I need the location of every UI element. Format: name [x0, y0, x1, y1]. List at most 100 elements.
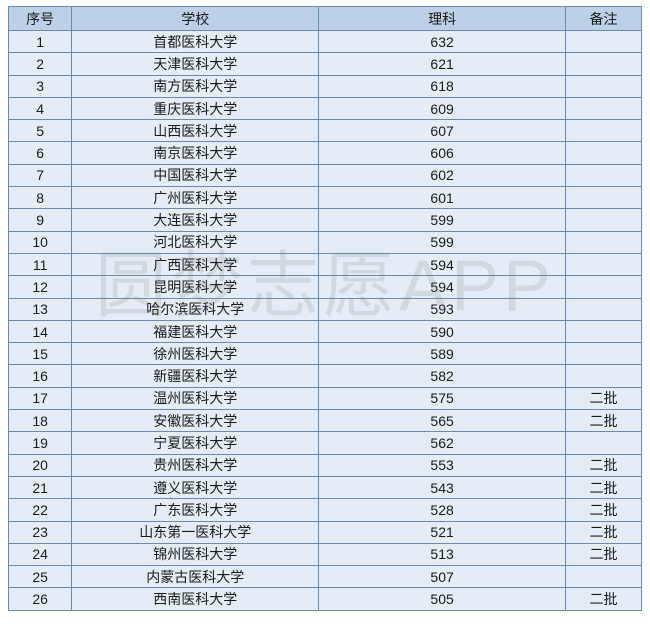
table-row: 25内蒙古医科大学507: [9, 566, 642, 588]
cell-score: 599: [319, 231, 566, 253]
cell-score: 528: [319, 499, 566, 521]
table-row: 1首都医科大学632: [9, 31, 642, 53]
cell-idx: 13: [9, 298, 72, 320]
cell-note: 二批: [566, 387, 642, 409]
cell-note: [566, 120, 642, 142]
cell-note: [566, 187, 642, 209]
cell-score: 553: [319, 454, 566, 476]
table-row: 11广西医科大学594: [9, 253, 642, 275]
cell-note: [566, 231, 642, 253]
cell-note: 二批: [566, 521, 642, 543]
cell-idx: 7: [9, 164, 72, 186]
cell-school: 锦州医科大学: [72, 543, 319, 565]
table-header-row: 序号 学校 理科 备注: [9, 7, 642, 31]
table-row: 16新疆医科大学582: [9, 365, 642, 387]
cell-note: 二批: [566, 410, 642, 432]
table-row: 3南方医科大学618: [9, 75, 642, 97]
cell-note: 二批: [566, 454, 642, 476]
cell-idx: 23: [9, 521, 72, 543]
cell-score: 602: [319, 164, 566, 186]
cell-note: [566, 97, 642, 119]
cell-score: 606: [319, 142, 566, 164]
cell-score: 599: [319, 209, 566, 231]
table-row: 9大连医科大学599: [9, 209, 642, 231]
cell-school: 中国医科大学: [72, 164, 319, 186]
cell-idx: 26: [9, 588, 72, 610]
cell-idx: 3: [9, 75, 72, 97]
cell-score: 513: [319, 543, 566, 565]
cell-note: [566, 31, 642, 53]
table-row: 7中国医科大学602: [9, 164, 642, 186]
cell-school: 首都医科大学: [72, 31, 319, 53]
cell-note: [566, 432, 642, 454]
cell-score: 505: [319, 588, 566, 610]
cell-note: [566, 343, 642, 365]
cell-score: 575: [319, 387, 566, 409]
col-header-school: 学校: [72, 7, 319, 31]
cell-score: 632: [319, 31, 566, 53]
cell-school: 重庆医科大学: [72, 97, 319, 119]
cell-note: 二批: [566, 588, 642, 610]
cell-idx: 5: [9, 120, 72, 142]
cell-score: 609: [319, 97, 566, 119]
cell-school: 温州医科大学: [72, 387, 319, 409]
cell-school: 山西医科大学: [72, 120, 319, 142]
cell-school: 徐州医科大学: [72, 343, 319, 365]
cell-note: [566, 320, 642, 342]
cell-idx: 18: [9, 410, 72, 432]
cell-idx: 25: [9, 566, 72, 588]
cell-idx: 14: [9, 320, 72, 342]
table-container: 序号 学校 理科 备注 1首都医科大学6322天津医科大学6213南方医科大学6…: [0, 0, 650, 617]
cell-school: 哈尔滨医科大学: [72, 298, 319, 320]
cell-school: 广东医科大学: [72, 499, 319, 521]
cell-school: 广州医科大学: [72, 187, 319, 209]
cell-school: 安徽医科大学: [72, 410, 319, 432]
cell-school: 昆明医科大学: [72, 276, 319, 298]
table-row: 13哈尔滨医科大学593: [9, 298, 642, 320]
table-row: 24锦州医科大学513二批: [9, 543, 642, 565]
table-row: 26西南医科大学505二批: [9, 588, 642, 610]
table-body: 1首都医科大学6322天津医科大学6213南方医科大学6184重庆医科大学609…: [9, 31, 642, 611]
table-row: 5山西医科大学607: [9, 120, 642, 142]
cell-note: [566, 209, 642, 231]
cell-school: 山东第一医科大学: [72, 521, 319, 543]
cell-school: 南京医科大学: [72, 142, 319, 164]
cell-note: [566, 164, 642, 186]
col-header-score: 理科: [319, 7, 566, 31]
cell-note: [566, 142, 642, 164]
cell-school: 西南医科大学: [72, 588, 319, 610]
table-row: 17温州医科大学575二批: [9, 387, 642, 409]
cell-idx: 4: [9, 97, 72, 119]
cell-score: 543: [319, 476, 566, 498]
cell-idx: 2: [9, 53, 72, 75]
cell-note: 二批: [566, 543, 642, 565]
cell-idx: 22: [9, 499, 72, 521]
cell-note: [566, 253, 642, 275]
cell-school: 广西医科大学: [72, 253, 319, 275]
cell-score: 589: [319, 343, 566, 365]
cell-idx: 11: [9, 253, 72, 275]
cell-score: 565: [319, 410, 566, 432]
cell-note: 二批: [566, 476, 642, 498]
col-header-idx: 序号: [9, 7, 72, 31]
cell-school: 南方医科大学: [72, 75, 319, 97]
cell-note: [566, 53, 642, 75]
cell-idx: 15: [9, 343, 72, 365]
table-row: 15徐州医科大学589: [9, 343, 642, 365]
cell-idx: 6: [9, 142, 72, 164]
cell-idx: 19: [9, 432, 72, 454]
cell-idx: 17: [9, 387, 72, 409]
table-row: 18安徽医科大学565二批: [9, 410, 642, 432]
table-row: 14福建医科大学590: [9, 320, 642, 342]
cell-idx: 10: [9, 231, 72, 253]
cell-idx: 8: [9, 187, 72, 209]
cell-score: 593: [319, 298, 566, 320]
table-row: 2天津医科大学621: [9, 53, 642, 75]
cell-score: 590: [319, 320, 566, 342]
cell-school: 河北医科大学: [72, 231, 319, 253]
cell-note: 二批: [566, 499, 642, 521]
table-row: 20贵州医科大学553二批: [9, 454, 642, 476]
table-row: 22广东医科大学528二批: [9, 499, 642, 521]
cell-school: 大连医科大学: [72, 209, 319, 231]
cell-score: 618: [319, 75, 566, 97]
